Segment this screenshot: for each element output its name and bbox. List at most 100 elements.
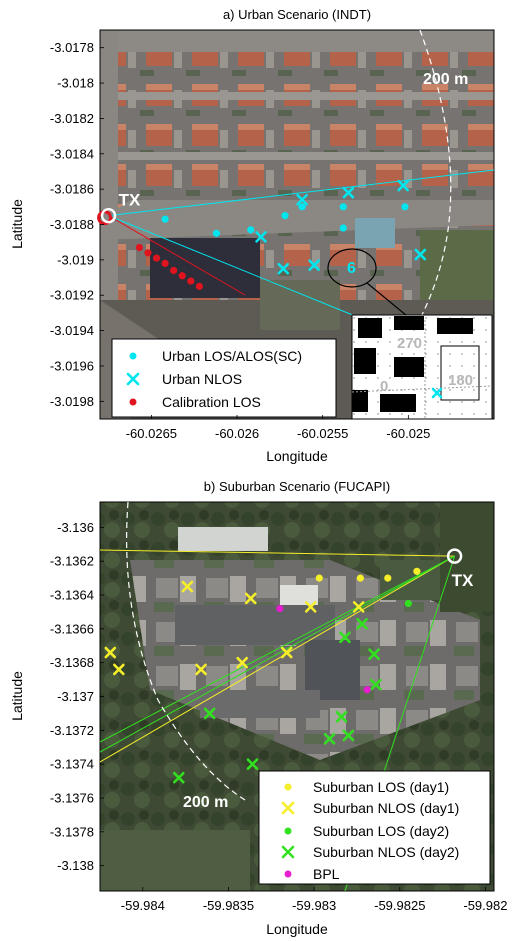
suburban-tx-label: TX — [452, 571, 474, 590]
legend-suburban-nlos-day2-label: Suburban NLOS (day2) — [313, 844, 459, 860]
suburban-series-3-point — [246, 758, 259, 770]
suburban-x-tick-label: -59.983 — [292, 898, 336, 913]
urban-series-1-point — [414, 248, 427, 261]
urban-y-tick-label: -3.0184 — [50, 146, 94, 161]
suburban-series-1-point — [195, 663, 207, 676]
suburban-series-1-point — [304, 601, 317, 613]
legend-suburban-nlos-day1-marker — [281, 801, 295, 815]
suburban-y-tick-label: -3.1362 — [50, 554, 94, 569]
suburban-y-ticks: -3.136 -3.1362 -3.1364 -3.1366 -3.1368 -3.137… — [50, 520, 104, 873]
urban-y-tick-label: -3.0178 — [50, 40, 94, 55]
suburban-series-2-point — [404, 599, 412, 608]
suburban-y-tick-label: -3.1364 — [50, 588, 94, 603]
urban-y-tick-label: -3.019 — [57, 252, 94, 267]
suburban-series-3-point — [339, 631, 351, 644]
suburban-range-label: 200 m — [183, 794, 228, 811]
suburban-y-tick-label: -3.1366 — [50, 621, 94, 636]
suburban-x-ticks: -59.984 -59.9835 -59.983 -59.9825 -59.982 — [121, 887, 507, 913]
suburban-series-3-point — [335, 710, 348, 723]
urban-series-1-point — [296, 193, 308, 206]
suburban-series-3-point — [356, 617, 368, 630]
urban-series-0-point — [401, 203, 409, 211]
urban-series-2-point — [152, 254, 161, 262]
legend-urban-los-label: Urban LOS/ALOS(SC) — [162, 348, 302, 364]
legend-suburban-los-day2-label: Suburban LOS (day2) — [313, 823, 449, 839]
suburban-series-3-point — [173, 771, 185, 784]
urban-panel: a) Urban Scenario (INDT) 200 m TX 6 — [9, 7, 495, 464]
suburban-series-1-point — [181, 580, 194, 593]
urban-series-2-point — [144, 249, 152, 257]
suburban-series-3-point — [368, 648, 380, 661]
urban-series-0-point — [339, 203, 347, 211]
urban-y-tick-label: -3.0182 — [50, 111, 94, 126]
suburban-series-4-point — [276, 604, 284, 613]
suburban-y-tick-label: -3.1372 — [50, 723, 94, 738]
urban-x-tick-label: -60.0255 — [297, 426, 348, 441]
urban-series-1-point — [255, 231, 267, 243]
suburban-y-axis-label: Latitude — [9, 671, 25, 721]
legend-urban-nlos-marker — [126, 372, 140, 386]
urban-series-2-point — [178, 272, 186, 280]
suburban-y-tick-label: -3.136 — [57, 520, 94, 535]
legend-suburban-los-day1-marker — [284, 783, 292, 791]
urban-tx-ray — [108, 215, 361, 319]
suburban-series-3-point — [369, 678, 382, 691]
suburban-series-0-point — [356, 574, 364, 582]
suburban-x-tick-label: -59.9825 — [374, 898, 425, 913]
suburban-x-axis-label: Longitude — [266, 921, 328, 937]
urban-series-1-point — [308, 259, 320, 271]
urban-series-0-point — [298, 203, 306, 211]
urban-calibration-ray — [108, 215, 246, 296]
urban-inset-label-180: 180 — [448, 372, 473, 389]
legend-suburban-nlos-day2-marker — [281, 845, 295, 859]
suburban-title: b) Suburban Scenario (FUCAPI) — [204, 479, 390, 494]
suburban-tx-lines — [100, 549, 456, 891]
suburban-series-1-point — [244, 592, 257, 605]
urban-inset-marker — [431, 387, 443, 399]
urban-markers — [135, 179, 427, 290]
urban-inset-label-0: 0 — [380, 378, 388, 395]
urban-series-2-point — [170, 266, 178, 275]
legend-suburban-los-day2-marker — [284, 827, 292, 835]
urban-series-1-point — [277, 262, 290, 275]
suburban-series-1-point — [236, 656, 248, 669]
urban-y-tick-label: -3.0188 — [50, 217, 94, 232]
legend-bpl-label: BPL — [313, 866, 340, 882]
urban-tx-lines — [108, 169, 494, 319]
suburban-series-0-point — [413, 567, 421, 575]
urban-range-label: 200 m — [423, 71, 468, 88]
suburban-tx: TX — [446, 548, 474, 590]
suburban-x-tick-label: -59.984 — [121, 898, 165, 913]
urban-series-0-point — [212, 229, 221, 237]
urban-tx-marker — [100, 207, 117, 224]
suburban-series-3-point — [203, 707, 216, 720]
urban-y-tick-label: -3.0196 — [50, 358, 94, 373]
suburban-series-3-point — [342, 729, 355, 742]
urban-series-2-point — [195, 282, 203, 290]
urban-x-axis-label: Longitude — [266, 448, 328, 464]
urban-tx-ray — [108, 169, 494, 217]
urban-series-0-point — [281, 212, 289, 220]
suburban-series-0-point — [315, 574, 323, 582]
urban-y-tick-label: -3.0198 — [50, 394, 94, 409]
suburban-y-tick-label: -3.138 — [57, 858, 94, 873]
urban-tx: TX — [97, 191, 141, 226]
suburban-series-1-point — [352, 601, 365, 613]
suburban-series-1-point — [104, 646, 117, 659]
urban-y-tick-label: -3.0192 — [50, 288, 94, 303]
suburban-y-tick-label: -3.137 — [57, 689, 94, 704]
legend-calibration-los-marker — [129, 398, 137, 406]
urban-series-2-point — [135, 243, 143, 252]
suburban-y-tick-label: -3.1376 — [50, 790, 94, 805]
suburban-tx-marker — [446, 548, 463, 564]
suburban-tx-ray — [100, 549, 455, 557]
legend-urban-nlos-label: Urban NLOS — [162, 371, 242, 387]
suburban-legend: Suburban LOS (day1) Suburban NLOS (day1)… — [258, 770, 491, 885]
suburban-tx-ray — [100, 555, 455, 763]
urban-series-2-point — [161, 259, 169, 267]
suburban-series-1-point — [280, 646, 293, 659]
suburban-panel: b) Suburban Scenario (FUCAPI) 200 m TX S… — [9, 479, 507, 937]
urban-tx-label: TX — [119, 191, 141, 210]
urban-x-ticks: -60.0265 -60.026 -60.0255 -60.025 — [126, 415, 430, 441]
